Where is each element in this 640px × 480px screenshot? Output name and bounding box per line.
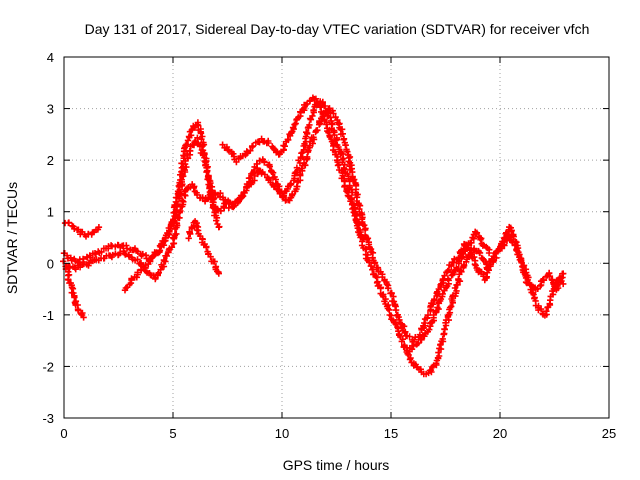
x-tick-label: 10	[275, 426, 289, 441]
x-tick-label: 15	[384, 426, 398, 441]
x-tick-label: 5	[169, 426, 176, 441]
y-tick-label: 0	[47, 256, 54, 271]
y-tick-label: -2	[42, 359, 54, 374]
y-axis-label: SDTVAR / TECUs	[4, 182, 20, 294]
series-markers	[61, 219, 103, 240]
series-trace-h	[400, 228, 493, 355]
y-tick-label: -3	[42, 411, 54, 426]
series-markers	[185, 218, 222, 277]
x-axis-label: GPS time / hours	[283, 457, 390, 473]
series-trace-e	[121, 105, 567, 345]
series-markers	[219, 94, 365, 241]
y-tick-label: 1	[47, 205, 54, 220]
series-trace-d	[62, 263, 87, 321]
y-tick-label: 3	[47, 102, 54, 117]
plot-frame	[63, 56, 610, 419]
y-tick-label: 4	[47, 50, 54, 65]
x-tick-label: 25	[602, 426, 616, 441]
x-tick-labels: 0 5 10 15 20 25	[60, 426, 616, 441]
y-tick-label: -1	[42, 308, 54, 323]
y-tick-labels: -3 -2 -1 0 1 2 3 4	[42, 50, 54, 426]
series-markers	[400, 228, 493, 355]
data-marks	[60, 94, 567, 378]
series-trace-c	[61, 219, 103, 240]
x-tick-label: 0	[60, 426, 67, 441]
series-trace-f	[185, 218, 222, 277]
series-markers	[121, 105, 567, 345]
chart-title: Day 131 of 2017, Sidereal Day-to-day VTE…	[85, 21, 590, 37]
series-markers	[62, 263, 87, 321]
grid	[64, 57, 609, 418]
axis-ticks	[63, 56, 610, 419]
series-trace-g	[219, 94, 365, 241]
y-tick-label: 2	[47, 153, 54, 168]
x-tick-label: 20	[493, 426, 507, 441]
